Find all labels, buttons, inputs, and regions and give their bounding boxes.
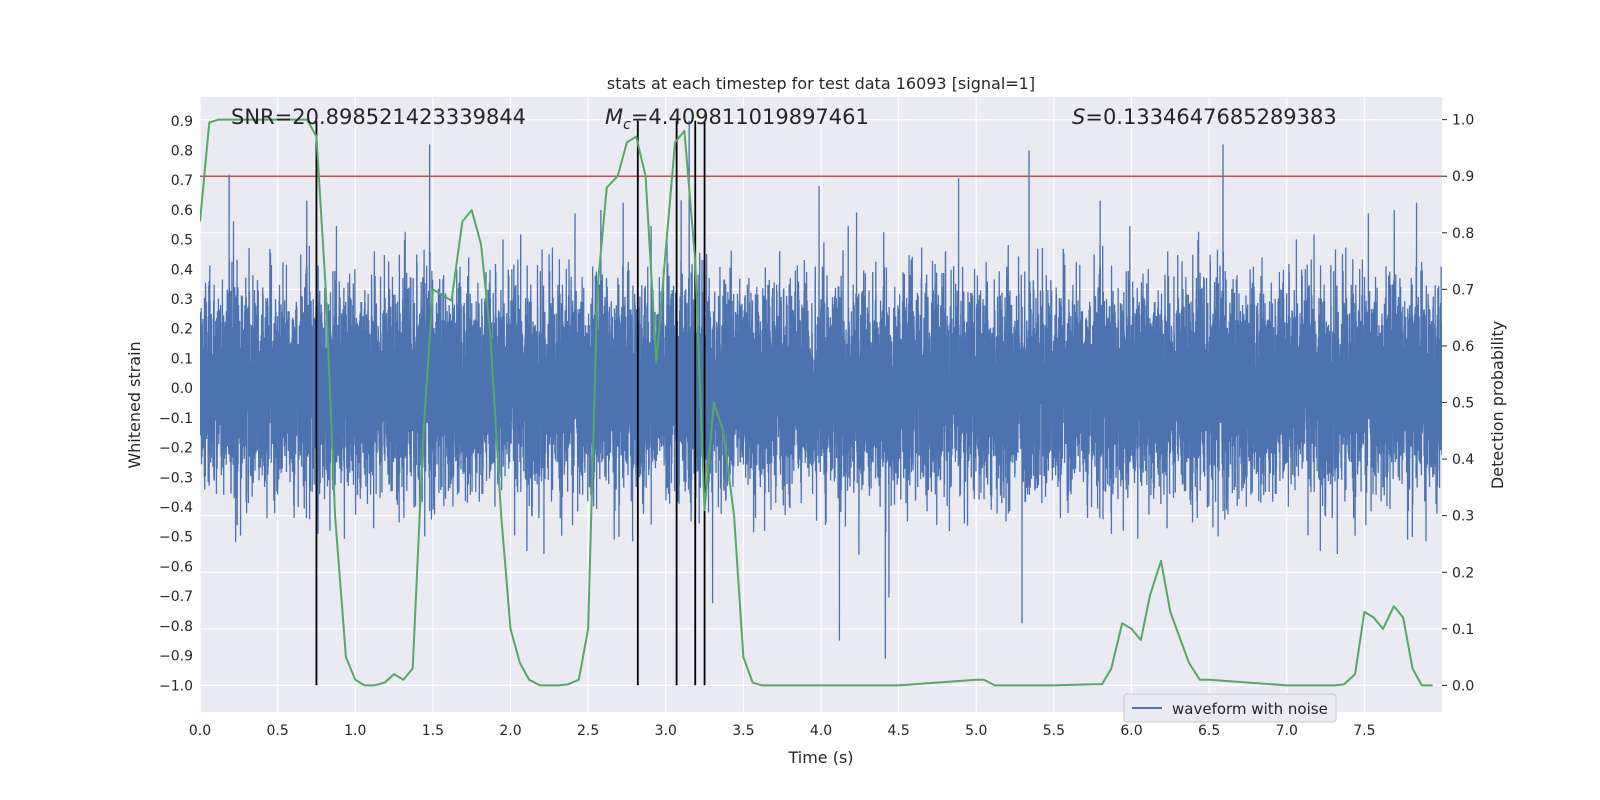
y2-axis-label: Detection probability — [1488, 321, 1507, 489]
x-axis-label: Time (s) — [787, 748, 853, 767]
y-tick-label: −0.5 — [159, 530, 193, 546]
probability-line — [200, 118, 1433, 687]
x-tick-label: 7.5 — [1353, 723, 1375, 739]
x-tick-label: 2.0 — [499, 723, 521, 739]
y2-tick-labels: 1.0 0.9 0.8 0.7 0.6 0.5 0.4 0.3 0.2 0.1 0.0 — [1442, 113, 1474, 694]
x-tick-label: 5.5 — [1043, 723, 1065, 739]
s-value: =0.1334647685289383 — [1085, 105, 1336, 129]
y2-tick-label: 0.4 — [1452, 452, 1474, 468]
y-tick-label: −1.0 — [159, 678, 193, 694]
chirp-mass-subscript: c — [623, 117, 631, 133]
chirp-mass-annotation: Mc=4.409811019897461 — [605, 105, 869, 133]
legend-label: waveform with noise — [1172, 700, 1328, 718]
y2-tick-label: 0.2 — [1452, 565, 1474, 581]
y-tick-label: −0.4 — [159, 500, 193, 516]
x-tick-label: 5.0 — [965, 723, 987, 739]
x-tick-label: 3.5 — [732, 723, 754, 739]
chirp-mass-value: =4.409811019897461 — [631, 105, 869, 129]
waveform-line — [200, 120, 1442, 659]
x-tick-label: 3.0 — [655, 723, 677, 739]
y-tick-label: −0.3 — [159, 470, 193, 486]
legend: waveform with noise — [1123, 693, 1337, 723]
y-tick-label: 0.1 — [171, 351, 193, 367]
x-tick-label: 4.5 — [887, 723, 909, 739]
x-tick-label: 1.5 — [422, 723, 444, 739]
x-tick-labels: 0.0 0.5 1.0 1.5 2.0 2.5 3.0 3.5 4.0 4.5 5.0 5.5 6.0 6… — [189, 723, 1376, 739]
y-tick-label: −0.2 — [159, 441, 193, 457]
x-tick-label: 6.0 — [1120, 723, 1142, 739]
snr-annotation: SNR=20.898521423339844 — [231, 105, 526, 129]
y-tick-label: −0.7 — [159, 589, 193, 605]
y-tick-label: 0.9 — [171, 114, 193, 130]
y-axis-label: Whitened strain — [125, 341, 144, 468]
y-tick-label: −0.6 — [159, 559, 193, 575]
y-tick-label: 0.3 — [171, 292, 193, 308]
y-tick-label: 0.6 — [171, 203, 193, 219]
chart-title: stats at each timestep for test data 160… — [607, 74, 1035, 93]
x-tick-label: 1.0 — [344, 723, 366, 739]
y2-tick-label: 0.6 — [1452, 339, 1474, 355]
y2-tick-label: 0.0 — [1452, 678, 1474, 694]
y-tick-label: 0.2 — [171, 322, 193, 338]
y-tick-label: −0.1 — [159, 411, 193, 427]
x-tick-label: 2.5 — [577, 723, 599, 739]
y-tick-label: 0.8 — [171, 143, 193, 159]
x-tick-label: 0.5 — [266, 723, 288, 739]
y-tick-label: 0.5 — [171, 233, 193, 249]
x-tick-label: 7.0 — [1276, 723, 1298, 739]
y2-tick-label: 0.7 — [1452, 282, 1474, 298]
y-tick-label: −0.8 — [159, 619, 193, 635]
y-tick-label: 0.0 — [171, 381, 193, 397]
y2-tick-label: 0.3 — [1452, 509, 1474, 525]
y2-tick-label: 0.8 — [1452, 226, 1474, 242]
chirp-mass-symbol: M — [605, 105, 623, 129]
y-tick-label: 0.4 — [171, 262, 193, 278]
y-tick-labels: 0.9 0.8 0.7 0.6 0.5 0.4 0.3 0.2 0.1 0.0 −0.1 −0.2 −0… — [159, 114, 193, 694]
y-tick-label: −0.9 — [159, 649, 193, 665]
overlay-lines — [200, 118, 1442, 687]
y2-tick-label: 1.0 — [1452, 113, 1474, 129]
y2-tick-label: 0.5 — [1452, 396, 1474, 412]
s-symbol: S — [1072, 105, 1085, 129]
x-tick-label: 4.0 — [810, 723, 832, 739]
waveform-series — [200, 120, 1442, 659]
y2-tick-label: 0.1 — [1452, 622, 1474, 638]
x-tick-label: 6.5 — [1198, 723, 1220, 739]
s-annotation: S=0.1334647685289383 — [1072, 105, 1337, 129]
y2-tick-label: 0.9 — [1452, 169, 1474, 185]
legend-box — [1123, 693, 1337, 723]
y-tick-label: 0.7 — [171, 173, 193, 189]
x-tick-label: 0.0 — [189, 723, 211, 739]
